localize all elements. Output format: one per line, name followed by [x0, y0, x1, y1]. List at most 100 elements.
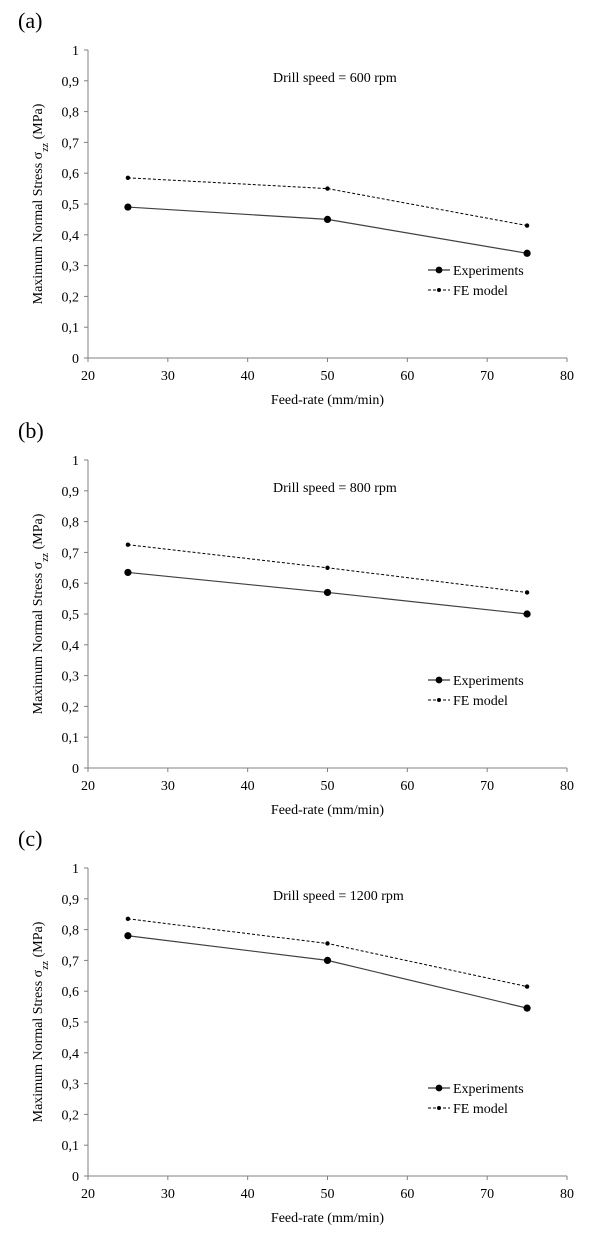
data-point [325, 186, 330, 191]
legend-marker [437, 698, 441, 702]
y-tick-label: 1 [72, 862, 79, 877]
x-tick-label: 80 [560, 779, 574, 794]
y-tick-label: 0,9 [62, 75, 80, 90]
x-tick-label: 30 [161, 779, 175, 794]
chart-panel-c: (c) 0 0,1 0,2 0,3 0,4 0,5 0,6 0,7 0,8 0,9 1 20 30 40 5… [0, 826, 603, 1236]
panel-letter: (c) [18, 826, 43, 851]
x-tick-label: 20 [81, 369, 95, 384]
y-tick-label: 0,4 [62, 229, 80, 244]
y-tick-label: 0,9 [62, 485, 80, 500]
x-tick-label: 20 [81, 779, 95, 794]
legend-label: FE model [453, 1102, 508, 1117]
legend-label: Experiments [453, 674, 524, 689]
data-point [524, 984, 530, 989]
data-point [524, 223, 530, 228]
y-tick-label: 0 [72, 352, 79, 367]
y-tick-label: 0,2 [62, 1108, 80, 1123]
y-tick-label: 0,3 [62, 260, 80, 275]
y-tick-label: 0,8 [62, 106, 80, 121]
y-tick-label: 0,7 [62, 136, 80, 151]
y-tick-label: 0,8 [62, 516, 80, 531]
series-line-fe-model [127, 177, 528, 227]
x-tick-label: 50 [321, 779, 335, 794]
legend-label: Experiments [453, 264, 524, 279]
y-axis-label: Maximum Normal Stress σzz (MPa) [31, 921, 51, 1122]
chart-svg: 0 0,1 0,2 0,3 0,4 0,5 0,6 0,7 0,8 0,9 1 20 30 40 50 60 7… [31, 862, 574, 1226]
x-tick-label: 20 [81, 1187, 95, 1202]
y-tick-label: 0,2 [62, 290, 80, 305]
legend-label: FE model [453, 694, 508, 709]
legend-marker [435, 1084, 443, 1092]
y-tick-label: 0,4 [62, 1047, 80, 1062]
y-tick-label: 0,6 [62, 577, 80, 592]
data-point [524, 590, 530, 595]
y-tick-label: 0 [72, 762, 79, 777]
y-tick-label: 0,6 [62, 167, 80, 182]
legend-label: Experiments [453, 1082, 524, 1097]
x-tick-label: 70 [480, 1187, 494, 1202]
y-tick-label: 1 [72, 44, 79, 59]
x-tick-label: 30 [161, 369, 175, 384]
x-tick-label: 40 [241, 369, 255, 384]
x-tick-label: 50 [321, 369, 335, 384]
y-tick-label: 0,8 [62, 924, 80, 939]
y-tick-label: 0,5 [62, 198, 80, 213]
y-tick-label: 0,7 [62, 546, 80, 561]
y-tick-label: 1 [72, 454, 79, 469]
y-tick-label: 0,4 [62, 639, 80, 654]
series-line-fe-model [127, 918, 528, 988]
chart-annotation: Drill speed = 800 rpm [273, 481, 397, 496]
chart-svg: 0 0,1 0,2 0,3 0,4 0,5 0,6 0,7 0,8 0,9 1 20 30 40 50 60 7… [31, 44, 574, 408]
x-tick-label: 40 [241, 779, 255, 794]
y-tick-label: 0,5 [62, 608, 80, 623]
y-tick-label: 0,1 [62, 321, 80, 336]
y-tick-label: 0,2 [62, 700, 80, 715]
data-point [124, 568, 132, 577]
data-point [124, 203, 132, 211]
x-tick-label: 70 [480, 779, 494, 794]
data-point [325, 941, 330, 946]
legend-marker [437, 1106, 441, 1110]
y-tick-label: 0,6 [62, 985, 80, 1000]
x-tick-label: 30 [161, 1187, 175, 1202]
y-tick-label: 0,1 [62, 1139, 80, 1154]
series-line-experiments [127, 935, 528, 1009]
legend-marker [435, 266, 443, 274]
x-tick-label: 50 [321, 1187, 335, 1202]
data-point [523, 610, 531, 618]
y-axis-label: Maximum Normal Stress σzz (MPa) [31, 103, 51, 304]
data-point [125, 175, 131, 181]
chart-annotation: Drill speed = 600 rpm [273, 71, 397, 86]
data-point [124, 932, 132, 940]
y-tick-label: 0,3 [62, 1078, 80, 1093]
data-point [523, 249, 531, 257]
data-point [323, 215, 332, 223]
data-point [323, 588, 332, 597]
x-axis-label: Feed-rate (mm/min) [271, 803, 384, 818]
y-tick-label: 0,9 [62, 893, 80, 908]
y-tick-label: 0,3 [62, 670, 80, 685]
data-point [323, 956, 332, 964]
x-tick-label: 80 [560, 1187, 574, 1202]
x-axis-label: Feed-rate (mm/min) [271, 393, 384, 408]
chart-panel-b: (b) 0 0,1 0,2 0,3 0,4 0,5 0,6 0,7 0,8 0,9 1 20 30 40 5… [0, 418, 603, 828]
x-axis-label: Feed-rate (mm/min) [271, 1211, 384, 1226]
data-point [523, 1004, 531, 1012]
y-tick-label: 0,7 [62, 954, 80, 969]
legend-marker [435, 676, 443, 684]
chart-svg: 0 0,1 0,2 0,3 0,4 0,5 0,6 0,7 0,8 0,9 1 20 30 40 50 60 7… [31, 454, 574, 818]
y-tick-label: 0,5 [62, 1016, 80, 1031]
chart-annotation: Drill speed = 1200 rpm [273, 889, 404, 904]
data-point [125, 542, 131, 547]
y-tick-label: 0,1 [62, 731, 80, 746]
x-tick-label: 60 [400, 1187, 414, 1202]
x-tick-label: 40 [241, 1187, 255, 1202]
y-tick-label: 0 [72, 1170, 79, 1185]
legend-label: FE model [453, 284, 508, 299]
panel-letter: (b) [18, 418, 44, 443]
x-tick-label: 60 [400, 779, 414, 794]
x-tick-label: 80 [560, 369, 574, 384]
legend-marker [437, 288, 441, 292]
y-axis-label: Maximum Normal Stress σzz (MPa) [31, 513, 51, 714]
data-point [125, 916, 131, 922]
